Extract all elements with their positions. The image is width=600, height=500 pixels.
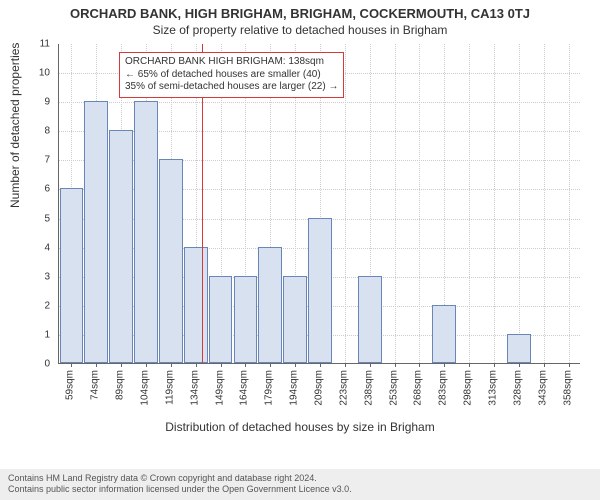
x-tick-mark	[146, 363, 147, 367]
chart-container: Number of detached properties ORCHARD BA…	[0, 38, 600, 438]
x-tick-mark	[96, 363, 97, 367]
y-tick-label: 6	[0, 184, 50, 195]
bar	[358, 276, 382, 363]
footer-line-1: Contains HM Land Registry data © Crown c…	[8, 473, 592, 485]
bar	[184, 247, 208, 363]
gridline-v	[345, 44, 346, 363]
y-tick-label: 5	[0, 213, 50, 224]
y-tick-label: 9	[0, 97, 50, 108]
x-tick-label: 59sqm	[65, 370, 76, 400]
x-tick-label: 149sqm	[214, 370, 225, 406]
gridline-v	[544, 44, 545, 363]
gridline-v	[419, 44, 420, 363]
x-tick-label: 313sqm	[488, 370, 499, 406]
callout-line-text: 35% of semi-detached houses are larger (…	[125, 81, 338, 94]
y-tick-label: 10	[0, 68, 50, 79]
y-tick-label: 11	[0, 39, 50, 50]
x-tick-mark	[345, 363, 346, 367]
x-tick-mark	[221, 363, 222, 367]
page-subtitle: Size of property relative to detached ho…	[0, 21, 600, 39]
x-tick-mark	[121, 363, 122, 367]
x-tick-mark	[395, 363, 396, 367]
gridline-v	[519, 44, 520, 363]
bar	[234, 276, 258, 363]
y-tick-label: 2	[0, 300, 50, 311]
x-tick-mark	[419, 363, 420, 367]
bar	[308, 218, 332, 363]
y-tick-label: 1	[0, 329, 50, 340]
gridline-v	[469, 44, 470, 363]
x-tick-label: 298sqm	[463, 370, 474, 406]
x-tick-mark	[569, 363, 570, 367]
x-tick-label: 343sqm	[537, 370, 548, 406]
bar	[159, 159, 183, 363]
x-tick-mark	[469, 363, 470, 367]
bar	[432, 305, 456, 363]
x-tick-mark	[544, 363, 545, 367]
y-tick-label: 0	[0, 359, 50, 370]
bar	[258, 247, 282, 363]
x-tick-label: 209sqm	[314, 370, 325, 406]
callout-box: ORCHARD BANK HIGH BRIGHAM: 138sqm← 65% o…	[119, 52, 344, 98]
bar	[209, 276, 233, 363]
y-tick-label: 7	[0, 155, 50, 166]
x-tick-mark	[320, 363, 321, 367]
x-tick-label: 268sqm	[413, 370, 424, 406]
footer-line-2: Contains public sector information licen…	[8, 484, 592, 496]
x-tick-mark	[519, 363, 520, 367]
attribution-footer: Contains HM Land Registry data © Crown c…	[0, 469, 600, 500]
x-tick-label: 119sqm	[164, 370, 175, 405]
x-tick-mark	[245, 363, 246, 367]
page-title: ORCHARD BANK, HIGH BRIGHAM, BRIGHAM, COC…	[0, 0, 600, 21]
gridline-v	[395, 44, 396, 363]
x-axis-label: Distribution of detached houses by size …	[0, 420, 600, 434]
x-tick-mark	[494, 363, 495, 367]
bar	[84, 101, 108, 363]
y-tick-label: 8	[0, 126, 50, 137]
gridline-v	[494, 44, 495, 363]
x-tick-label: 253sqm	[388, 370, 399, 406]
callout-line-text: ← 65% of detached houses are smaller (40…	[125, 69, 338, 82]
x-tick-label: 164sqm	[239, 370, 250, 406]
x-tick-label: 194sqm	[289, 370, 300, 406]
x-tick-mark	[270, 363, 271, 367]
x-tick-label: 238sqm	[363, 370, 374, 406]
x-tick-label: 283sqm	[438, 370, 449, 406]
bar	[134, 101, 158, 363]
x-tick-label: 134sqm	[189, 370, 200, 406]
x-tick-mark	[370, 363, 371, 367]
gridline-v	[569, 44, 570, 363]
x-tick-mark	[71, 363, 72, 367]
bar	[109, 130, 133, 363]
y-tick-label: 4	[0, 242, 50, 253]
x-tick-label: 104sqm	[140, 370, 151, 406]
x-tick-mark	[171, 363, 172, 367]
plot-area: ORCHARD BANK HIGH BRIGHAM: 138sqm← 65% o…	[58, 44, 580, 364]
x-tick-label: 89sqm	[115, 370, 126, 400]
x-tick-mark	[444, 363, 445, 367]
y-tick-label: 3	[0, 271, 50, 282]
callout-title: ORCHARD BANK HIGH BRIGHAM: 138sqm	[125, 56, 338, 69]
bar	[283, 276, 307, 363]
bar	[60, 188, 84, 363]
x-tick-label: 223sqm	[338, 370, 349, 406]
x-tick-label: 328sqm	[512, 370, 523, 406]
bar	[507, 334, 531, 363]
x-tick-label: 358sqm	[562, 370, 573, 406]
x-tick-label: 74sqm	[90, 370, 101, 400]
x-tick-mark	[196, 363, 197, 367]
x-tick-label: 179sqm	[264, 370, 275, 406]
x-tick-mark	[295, 363, 296, 367]
